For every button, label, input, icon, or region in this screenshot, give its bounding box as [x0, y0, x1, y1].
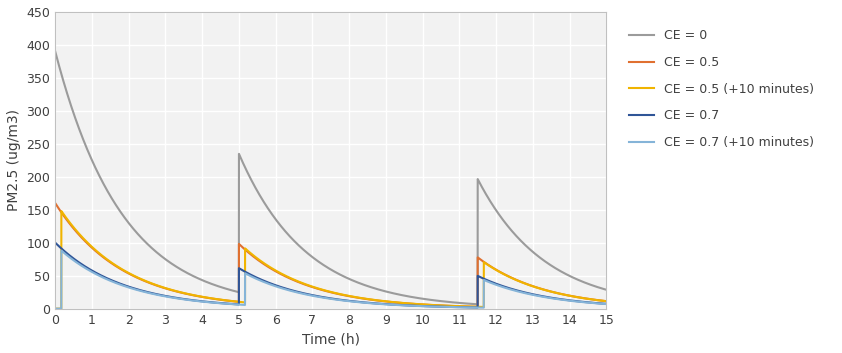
CE = 0.5 (+10 minutes): [400, 301, 410, 305]
CE = 0.7 (+10 minutes): [250, 276, 260, 280]
CE = 0.5: [472, 305, 482, 309]
CE = 0.7 (+10 minutes): [376, 302, 386, 306]
CE = 0.5: [51, 201, 61, 205]
CE = 0.7: [459, 305, 469, 309]
CE = 0: [488, 204, 498, 208]
CE = 0.7: [77, 263, 88, 267]
CE = 0.7 (+10 minutes): [400, 303, 410, 307]
CE = 0.5 (+10 minutes): [78, 236, 88, 240]
CE = 0: [250, 184, 260, 189]
Line: CE = 0.7: CE = 0.7: [56, 243, 606, 307]
CE = 0.5: [400, 301, 410, 305]
CE = 0: [77, 137, 88, 141]
Line: CE = 0.5: CE = 0.5: [56, 203, 606, 307]
CE = 0: [601, 288, 611, 292]
CE = 0.7: [488, 281, 498, 285]
CE = 0: [400, 294, 410, 298]
CE = 0.7 (+10 minutes): [459, 305, 469, 310]
CE = 0.5 (+10 minutes): [56, 209, 67, 213]
CE = 0: [51, 49, 61, 54]
CE = 0.7: [51, 241, 61, 245]
CE = 0.5: [77, 237, 88, 241]
CE = 0.5: [459, 304, 469, 309]
CE = 0.7: [376, 302, 386, 306]
CE = 0.5: [601, 299, 611, 303]
Y-axis label: PM2.5 (ug/m3): PM2.5 (ug/m3): [7, 109, 21, 211]
CE = 0.7: [601, 302, 611, 306]
CE = 0: [376, 288, 386, 292]
CE = 0.5: [488, 266, 498, 270]
CE = 0.5 (+10 minutes): [250, 255, 260, 259]
CE = 0: [459, 301, 469, 305]
CE = 0.7 (+10 minutes): [56, 249, 67, 253]
CE = 0.5: [250, 256, 260, 260]
CE = 0.7 (+10 minutes): [488, 282, 498, 286]
CE = 0.5 (+10 minutes): [459, 304, 469, 309]
Line: CE = 0.5 (+10 minutes): CE = 0.5 (+10 minutes): [56, 211, 606, 309]
CE = 0.7: [400, 303, 410, 307]
CE = 0.5 (+10 minutes): [376, 299, 386, 303]
CE = 0.5 (+10 minutes): [488, 266, 498, 270]
CE = 0.7 (+10 minutes): [51, 306, 61, 311]
CE = 0: [472, 302, 482, 306]
X-axis label: Time (h): Time (h): [301, 332, 360, 346]
CE = 0.5 (+10 minutes): [601, 299, 611, 303]
CE = 0.7 (+10 minutes): [78, 264, 88, 269]
CE = 0.7: [250, 275, 260, 279]
Legend: CE = 0, CE = 0.5, CE = 0.5 (+10 minutes), CE = 0.7, CE = 0.7 (+10 minutes): CE = 0, CE = 0.5, CE = 0.5 (+10 minutes)…: [624, 24, 818, 154]
CE = 0.7 (+10 minutes): [601, 302, 611, 306]
CE = 0.5: [376, 299, 386, 303]
Line: CE = 0: CE = 0: [56, 52, 606, 304]
CE = 0.7: [472, 305, 482, 310]
CE = 0.5 (+10 minutes): [51, 306, 61, 311]
Line: CE = 0.7 (+10 minutes): CE = 0.7 (+10 minutes): [56, 251, 606, 309]
